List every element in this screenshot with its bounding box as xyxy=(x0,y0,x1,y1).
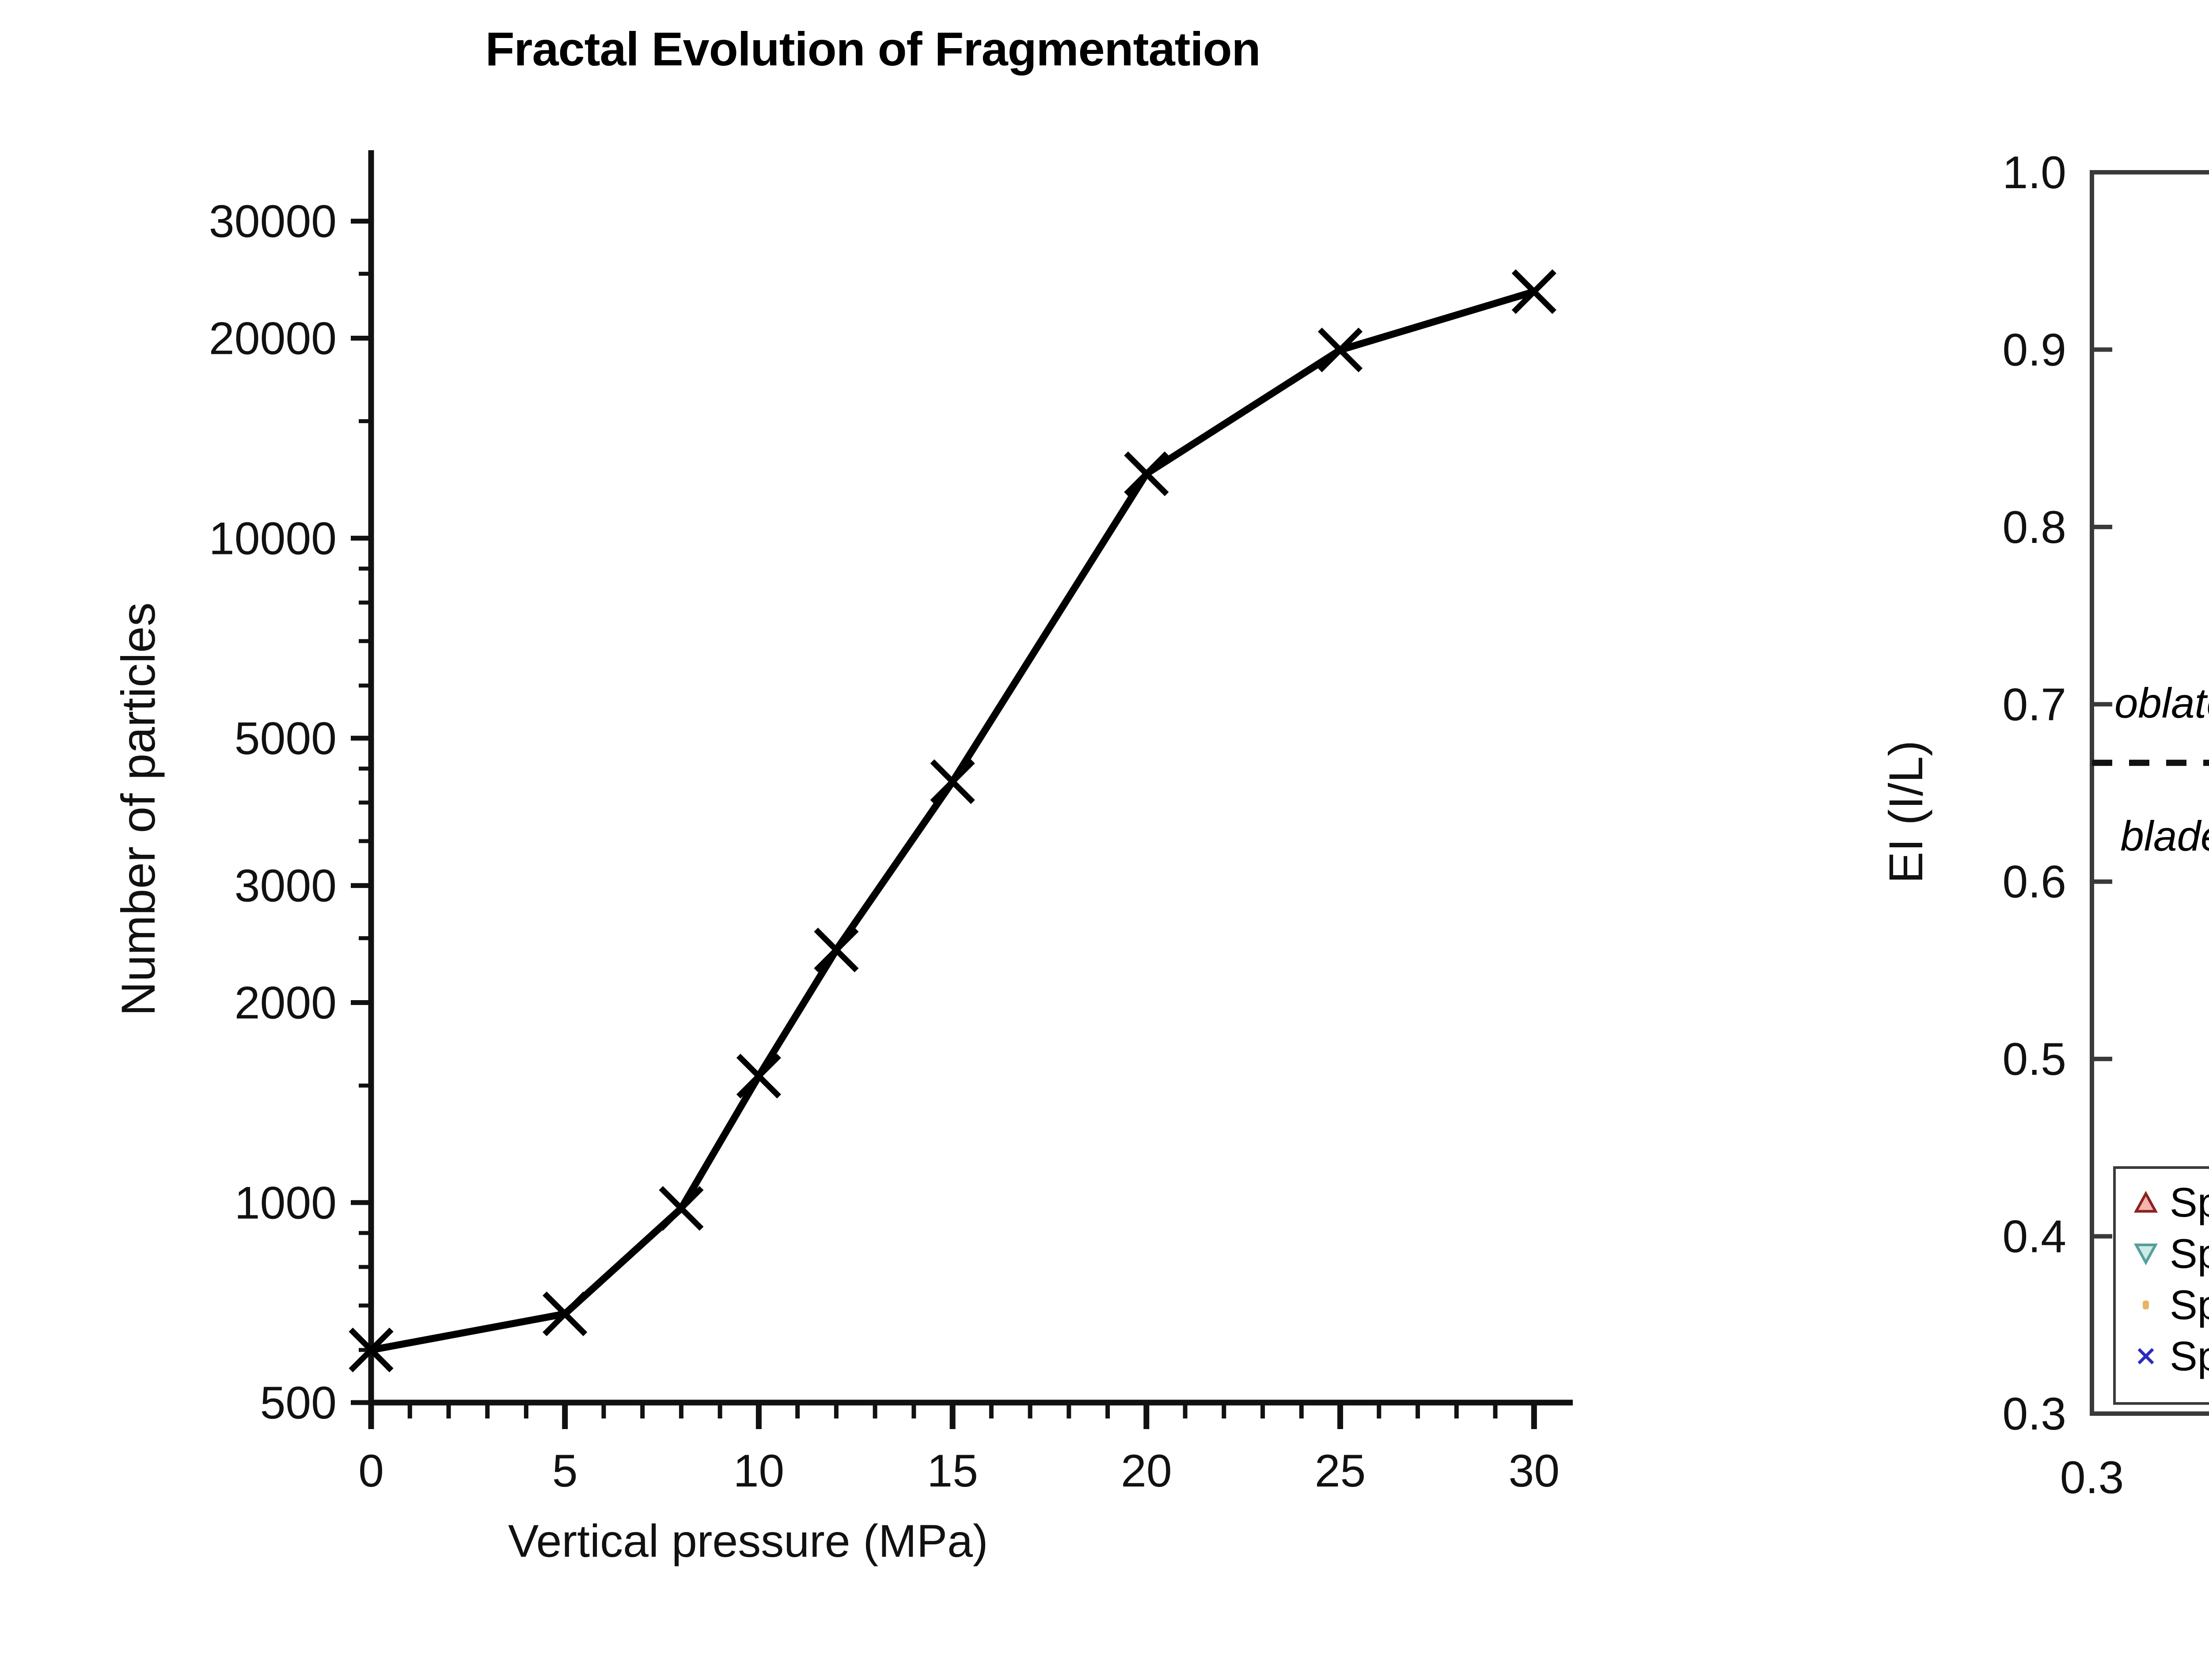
x-tick-label: 20 xyxy=(1121,1445,1172,1497)
x-tick-label: 15 xyxy=(927,1445,978,1497)
data-point-marker xyxy=(932,762,973,802)
y-tick-label: 5000 xyxy=(235,713,337,764)
left-chart-panel: Fractal Evolution of Fragmentation 500 10… xyxy=(0,0,1746,1680)
data-point-marker xyxy=(816,929,857,970)
data-point-marker xyxy=(661,1188,702,1229)
y-tick-label: 2000 xyxy=(235,978,337,1029)
y-tick-label: 3000 xyxy=(235,861,337,912)
right-chart-panel: Zigg Diagram of Particle Shapes 0.30.40.… xyxy=(1746,0,2209,1680)
x-tick-label: 5 xyxy=(552,1445,578,1497)
particle-count-series-line xyxy=(371,292,1534,1350)
zigg-diagram-scatter-chart: 0.30.40.50.60.70.80.91.00.30.40.50.60.70… xyxy=(1746,0,2209,1680)
data-point-marker xyxy=(738,1056,779,1096)
y-tick-label: 30000 xyxy=(209,196,337,247)
y-tick-label: 20000 xyxy=(209,313,337,364)
x-tick-label: 0 xyxy=(358,1445,384,1497)
y-tick-label: 500 xyxy=(260,1377,337,1429)
right-chart-title: Zigg Diagram of Particle Shapes xyxy=(1746,21,2209,76)
y-tick-label: 10000 xyxy=(209,513,337,564)
x-tick-label: 10 xyxy=(733,1445,785,1497)
data-point-marker xyxy=(1514,271,1554,312)
data-point-marker xyxy=(1320,330,1361,370)
left-chart-title: Fractal Evolution of Fragmentation xyxy=(0,21,1746,76)
left-x-axis-label: Vertical pressure (MPa) xyxy=(508,1515,988,1568)
fractal-evolution-line-chart: 500 1000 2000 3000 5000 10000 20000 30000 0 5 10 15… xyxy=(0,0,1746,1680)
data-point-marker xyxy=(1126,454,1167,494)
left-plot-area: 500 1000 2000 3000 5000 10000 20000 30000 0 5 10 15… xyxy=(209,150,1573,1497)
x-tick-label: 30 xyxy=(1508,1445,1560,1497)
y-tick-label: 1000 xyxy=(235,1177,337,1229)
x-tick-label: 25 xyxy=(1315,1445,1366,1497)
left-y-axis-label: Number of particles xyxy=(110,603,166,1016)
